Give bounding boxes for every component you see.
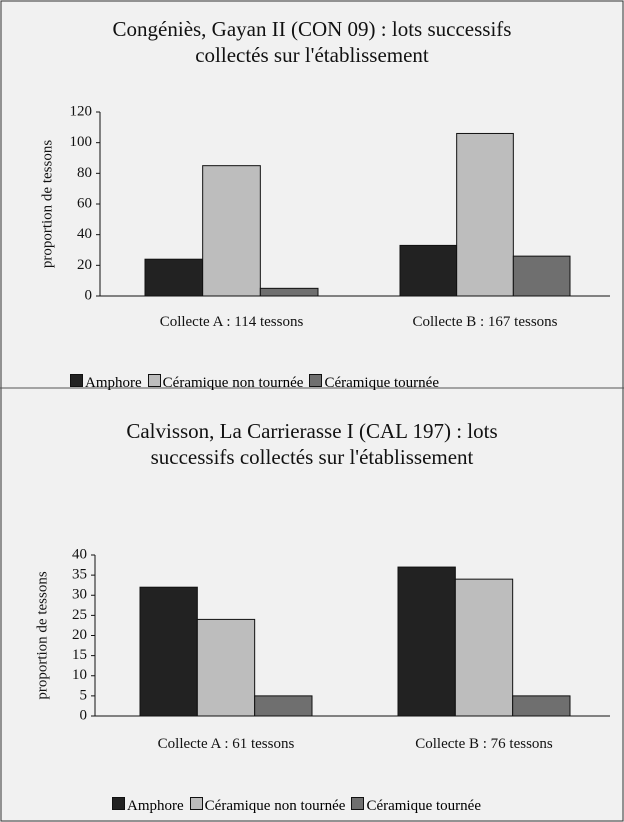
bar — [456, 132, 514, 297]
legend-label: Céramique non tournée — [204, 798, 346, 814]
legend-label: Céramique tournée — [324, 375, 439, 391]
legend-swatch — [70, 374, 83, 387]
legend-swatch — [351, 797, 365, 810]
x-tick-label: Collecte B : 167 tessons — [412, 314, 558, 330]
y-tick-label: 15 — [72, 647, 87, 663]
bar — [254, 695, 313, 717]
x-tick-label: Collecte B : 76 tessons — [415, 736, 553, 752]
legend-swatch — [112, 797, 125, 810]
y-tick-label: 20 — [72, 627, 87, 643]
bar — [399, 244, 458, 297]
legend: Amphore Céramique non tournée Céramique to… — [70, 374, 439, 392]
bar — [144, 258, 204, 297]
legend: Amphore Céramique non tournée Céramique to… — [112, 797, 481, 815]
legend-label: Amphore — [127, 798, 184, 814]
legend-label: Céramique non tournée — [162, 375, 304, 391]
y-tick-label: 100 — [70, 134, 93, 150]
bar — [202, 165, 261, 297]
y-axis-label: proportion de tessons — [39, 140, 55, 268]
chart-title: Congéniès, Gayan II (CON 09) : lots succ… — [112, 17, 512, 67]
y-tick-label: 10 — [72, 667, 87, 683]
x-tick-label: Collecte A : 61 tessons — [157, 736, 295, 752]
y-tick-label: 40 — [72, 546, 87, 562]
y-tick-label: 20 — [77, 257, 92, 273]
legend-swatch — [147, 374, 161, 387]
bar — [512, 255, 571, 297]
y-tick-label: 25 — [72, 607, 87, 623]
legend-item: Amphore — [112, 797, 184, 815]
y-tick-label: 30 — [72, 587, 87, 603]
y-tick-label: 5 — [80, 687, 88, 703]
legend-swatch — [189, 797, 203, 810]
y-tick-label: 35 — [72, 567, 87, 583]
x-tick-label: Collecte A : 114 tessons — [159, 314, 304, 330]
bar — [196, 618, 256, 717]
bar — [512, 695, 571, 717]
bar — [139, 586, 198, 717]
legend-item: Amphore — [70, 374, 142, 392]
legend-item: Céramique non tournée — [147, 374, 304, 392]
y-tick-label: 40 — [77, 226, 92, 242]
y-tick-label: 120 — [70, 103, 93, 119]
legend-label: Amphore — [85, 375, 142, 391]
y-tick-label: 0 — [80, 707, 88, 723]
y-tick-label: 60 — [77, 195, 92, 211]
legend-label: Céramique tournée — [366, 798, 481, 814]
y-axis-label: proportion de tessons — [34, 571, 50, 699]
chart-title: Calvisson, La Carrierasse I (CAL 197) : … — [126, 419, 498, 469]
legend-swatch — [309, 374, 323, 387]
y-tick-label: 80 — [77, 165, 92, 181]
bar — [259, 287, 319, 297]
legend-item: Céramique tournée — [309, 374, 439, 392]
legend-item: Céramique non tournée — [189, 797, 346, 815]
legend-item: Céramique tournée — [351, 797, 481, 815]
bar — [397, 566, 456, 717]
bar — [454, 578, 514, 717]
y-tick-label: 0 — [85, 287, 93, 303]
